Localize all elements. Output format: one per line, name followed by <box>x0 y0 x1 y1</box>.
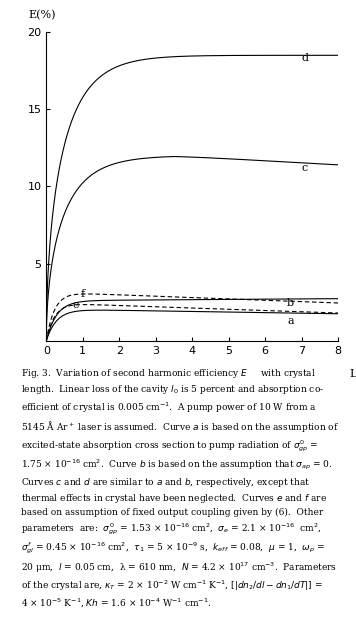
Text: a: a <box>287 316 294 327</box>
Text: b: b <box>287 298 294 308</box>
Text: e: e <box>73 300 79 309</box>
Text: f: f <box>81 289 85 299</box>
Text: d: d <box>302 53 309 64</box>
Text: E(%): E(%) <box>28 10 56 20</box>
Text: L(cm): L(cm) <box>349 368 356 379</box>
Text: c: c <box>302 163 308 173</box>
Text: Fig. 3.  Variation of second harmonic efficiency $E$     with crystal
length.  L: Fig. 3. Variation of second harmonic eff… <box>21 367 339 610</box>
